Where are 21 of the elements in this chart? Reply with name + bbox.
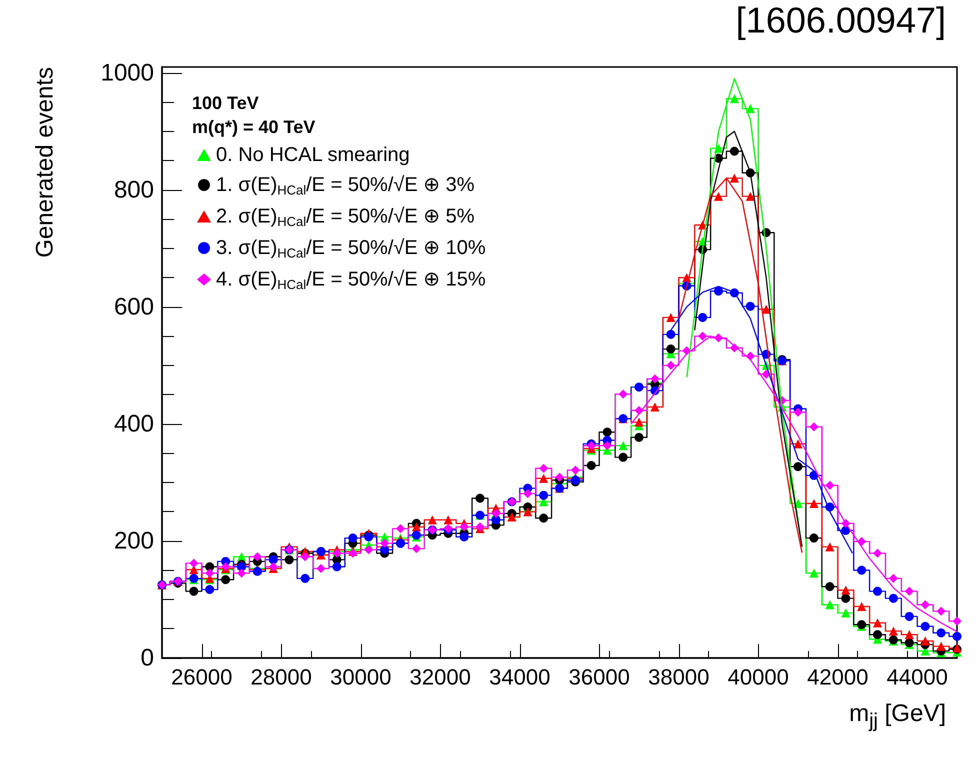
y-tick-label: 600 [114,293,154,320]
x-axis-title: m$_{jj}$ [GeV] [849,700,946,733]
x-tick-label: 26000 [171,664,232,690]
y-axis-title: Generated events [32,67,58,258]
y-tick-label: 800 [114,176,154,204]
x-tick-label: 38000 [648,664,710,690]
x-tick-label: 34000 [489,664,550,690]
y-tick-label: 200 [114,527,154,554]
text: [1606.00947] [736,0,946,40]
y-tick-label: 0 [140,644,154,672]
legend-label: 0. No HCAL smearing [216,144,410,166]
x-tick-label: 30000 [330,664,392,690]
y-tick-label: 1000 [100,59,154,86]
y-tick-label: 400 [114,410,154,438]
x-tick-label: 42000 [807,664,868,690]
x-tick-label: 32000 [410,664,471,690]
x-tick-label: 36000 [568,664,630,690]
legend-title: 100 TeV m(q*) = 40 TeV [192,93,316,137]
x-tick-label: 40000 [728,664,789,690]
x-tick-label: 28000 [250,664,312,690]
x-tick-label: 44000 [886,664,948,690]
